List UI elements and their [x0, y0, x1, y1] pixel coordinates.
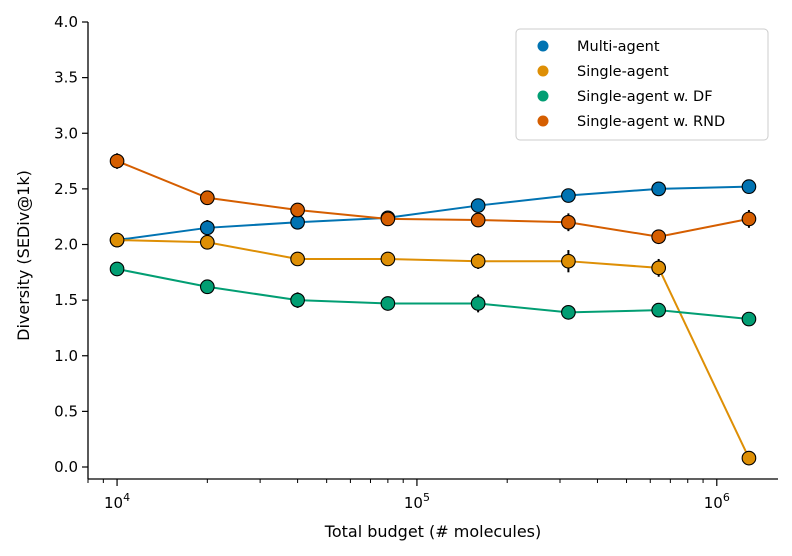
y-tick-label: 0.0 — [54, 458, 78, 476]
data-point — [651, 260, 667, 276]
data-point — [741, 450, 757, 466]
legend-item: Single-agent w. RND — [537, 114, 725, 130]
data-point — [109, 261, 125, 277]
y-tick-label: 4.0 — [54, 13, 78, 31]
data-point — [561, 188, 576, 203]
data-point — [741, 311, 757, 327]
x-tick-label: 104 — [104, 491, 130, 512]
x-tick-label: 106 — [704, 491, 730, 512]
legend: Multi-agent Single-agent Single-agent w. D… — [515, 28, 769, 141]
y-tick-label: 3.0 — [54, 124, 78, 142]
data-point — [109, 232, 125, 248]
legend-item: Multi-agent — [537, 39, 660, 55]
data-point — [199, 220, 215, 236]
data-point — [199, 234, 215, 250]
y-tick-label: 0.5 — [54, 402, 78, 420]
legend-item: Single-agent w. DF — [537, 89, 713, 105]
legend-marker — [537, 115, 549, 127]
y-tick-label: 1.5 — [54, 291, 78, 309]
legend-label: Multi-agent — [577, 39, 660, 55]
data-point — [109, 153, 125, 169]
y-axis-title: Diversity (SEDiv@1k) — [14, 170, 33, 341]
y-tick-label: 2.5 — [54, 180, 78, 198]
series-line — [116, 267, 750, 321]
legend-label: Single-agent — [577, 64, 669, 80]
series-group — [109, 153, 757, 466]
legend-item: Single-agent — [537, 64, 669, 80]
legend-marker — [537, 90, 549, 102]
data-point — [199, 190, 215, 206]
legend-label: Single-agent w. RND — [577, 114, 725, 130]
legend-label: Single-agent w. DF — [577, 89, 713, 105]
series-single-agent — [109, 232, 757, 466]
axes: 0.0 0.5 1.0 1.5 2.0 2.5 3.0 3.5 4.0 104 105 106 — [54, 13, 778, 512]
data-point — [561, 214, 576, 230]
data-point — [651, 229, 667, 245]
data-point — [651, 302, 667, 318]
legend-box — [515, 28, 769, 141]
series-line — [116, 160, 750, 238]
data-point — [290, 251, 305, 267]
data-point — [290, 214, 305, 230]
series-line — [117, 239, 750, 459]
data-point — [380, 251, 396, 267]
data-point — [561, 305, 576, 320]
data-point — [290, 292, 305, 308]
y-tick-label: 2.0 — [54, 236, 78, 254]
data-point — [470, 198, 486, 213]
y-tick-label: 3.5 — [54, 69, 78, 87]
data-point — [470, 296, 486, 311]
series-line — [116, 185, 749, 242]
data-point — [199, 279, 215, 295]
data-point — [380, 211, 396, 227]
legend-marker — [537, 40, 549, 52]
data-point — [470, 212, 486, 228]
data-point — [470, 253, 486, 269]
data-point — [290, 202, 305, 218]
series-single-agent-w-df — [109, 261, 757, 327]
y-tick-label: 1.0 — [54, 347, 78, 365]
x-axis-title: Total budget (# molecules) — [324, 522, 541, 541]
data-point — [741, 179, 757, 194]
data-point — [561, 253, 576, 269]
data-point — [741, 211, 757, 227]
series-single-agent-w-rnd — [109, 153, 757, 245]
x-tick-label: 105 — [404, 491, 430, 512]
legend-marker — [537, 65, 549, 77]
data-point — [380, 296, 396, 311]
data-point — [651, 181, 667, 197]
